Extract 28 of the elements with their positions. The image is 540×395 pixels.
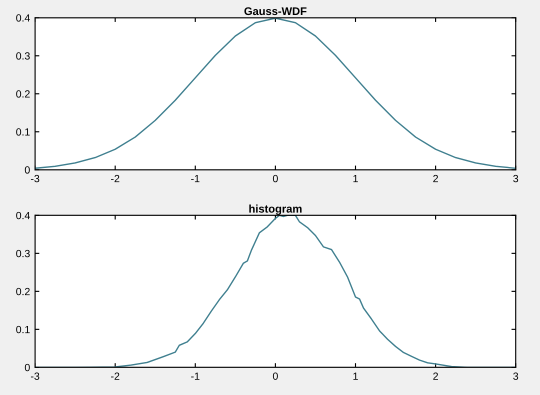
y-tick-label: 0.1	[16, 326, 30, 334]
x-tick-label: -1	[191, 175, 200, 182]
y-tick-label: 0.4	[16, 14, 30, 22]
x-tick-label: 1	[353, 175, 358, 182]
y-tick-label: 0.1	[16, 128, 30, 136]
line-series	[35, 18, 516, 169]
x-tick-label: 0	[272, 372, 278, 380]
x-tick-label: -2	[111, 372, 120, 380]
x-tick-label: 2	[433, 174, 438, 182]
y-tick-label: 0	[24, 364, 30, 372]
x-tick-label: 3	[513, 174, 518, 182]
y-tick-label: 0.2	[16, 288, 30, 296]
chart-title: Gauss-WDF	[244, 7, 306, 16]
x-tick-label: -1	[191, 372, 200, 380]
x-tick-label: 1	[353, 372, 358, 380]
y-tick-label: 0.2	[16, 90, 30, 98]
chart-title: histogram	[249, 204, 302, 215]
y-tick-label: 0.3	[16, 52, 30, 60]
y-tick-label: 0.4	[16, 212, 30, 220]
y-tick-label: 0.3	[16, 250, 30, 258]
line-series	[35, 215, 516, 368]
x-tick-label: -3	[30, 174, 40, 182]
x-tick-label: 2	[433, 372, 438, 380]
x-tick-label: 0	[272, 174, 278, 182]
x-tick-label: -3	[30, 372, 40, 380]
x-tick-label: 3	[513, 372, 518, 380]
x-tick-label: -2	[111, 174, 120, 182]
y-tick-label: 0	[24, 166, 30, 174]
